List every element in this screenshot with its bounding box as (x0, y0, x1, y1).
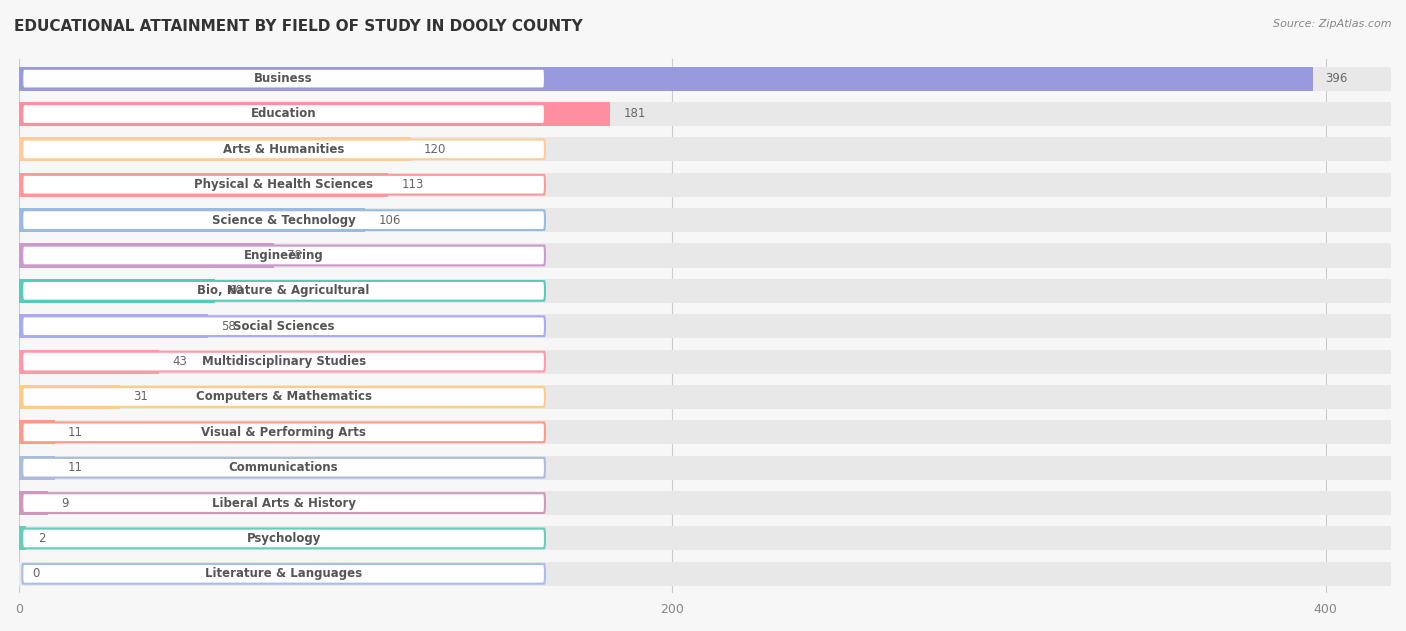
Bar (20, 314, 208, 338)
FancyBboxPatch shape (22, 69, 546, 88)
Bar (20, 102, 1391, 126)
Bar (20, 244, 274, 268)
Bar (20, 138, 411, 162)
Text: EDUCATIONAL ATTAINMENT BY FIELD OF STUDY IN DOOLY COUNTY: EDUCATIONAL ATTAINMENT BY FIELD OF STUDY… (14, 19, 583, 34)
Text: 113: 113 (401, 178, 423, 191)
Bar (20, 314, 1391, 338)
FancyBboxPatch shape (22, 139, 546, 159)
Text: 9: 9 (62, 497, 69, 510)
Bar (20, 67, 1313, 91)
Text: Psychology: Psychology (246, 532, 321, 545)
FancyBboxPatch shape (22, 351, 546, 372)
Text: Computers & Mathematics: Computers & Mathematics (195, 391, 371, 403)
FancyBboxPatch shape (22, 387, 546, 407)
Text: Business: Business (254, 72, 314, 85)
FancyBboxPatch shape (22, 423, 546, 442)
Text: Science & Technology: Science & Technology (212, 214, 356, 227)
Bar (20, 102, 610, 126)
FancyBboxPatch shape (22, 104, 546, 124)
Text: 31: 31 (134, 391, 148, 403)
Text: 43: 43 (173, 355, 187, 368)
Bar (20, 279, 215, 303)
Bar (20, 385, 121, 409)
FancyBboxPatch shape (22, 564, 546, 584)
Text: Literature & Languages: Literature & Languages (205, 567, 363, 581)
FancyBboxPatch shape (22, 210, 546, 230)
Text: 0: 0 (32, 567, 39, 581)
Bar (20, 67, 1391, 91)
Bar (20, 208, 366, 232)
Bar (20, 138, 1391, 162)
Text: Arts & Humanities: Arts & Humanities (224, 143, 344, 156)
Text: 2: 2 (38, 532, 46, 545)
Text: Visual & Performing Arts: Visual & Performing Arts (201, 426, 366, 439)
Bar (20, 562, 1391, 586)
Bar (20, 208, 1391, 232)
Text: 181: 181 (623, 107, 645, 121)
FancyBboxPatch shape (22, 245, 546, 266)
FancyBboxPatch shape (22, 529, 546, 548)
Text: 11: 11 (67, 426, 83, 439)
Bar (20, 491, 48, 515)
Bar (20, 173, 1391, 197)
Text: Multidisciplinary Studies: Multidisciplinary Studies (201, 355, 366, 368)
Text: Bio, Nature & Agricultural: Bio, Nature & Agricultural (197, 285, 370, 297)
Text: Liberal Arts & History: Liberal Arts & History (211, 497, 356, 510)
Text: 11: 11 (67, 461, 83, 475)
Bar (20, 244, 1391, 268)
FancyBboxPatch shape (22, 458, 546, 478)
Bar (20, 526, 25, 550)
Bar (20, 526, 1391, 550)
Bar (20, 385, 1391, 409)
FancyBboxPatch shape (22, 175, 546, 194)
Bar (20, 279, 1391, 303)
Text: Education: Education (250, 107, 316, 121)
Bar (20, 420, 55, 444)
FancyBboxPatch shape (22, 316, 546, 336)
Text: Social Sciences: Social Sciences (233, 320, 335, 333)
Text: 120: 120 (425, 143, 447, 156)
Text: 396: 396 (1326, 72, 1348, 85)
Bar (20, 350, 159, 374)
Text: Communications: Communications (229, 461, 339, 475)
Text: 106: 106 (378, 214, 401, 227)
Bar (20, 456, 1391, 480)
Text: Physical & Health Sciences: Physical & Health Sciences (194, 178, 373, 191)
Bar (20, 456, 55, 480)
FancyBboxPatch shape (22, 281, 546, 301)
Text: Engineering: Engineering (243, 249, 323, 262)
Text: 78: 78 (287, 249, 302, 262)
Text: 58: 58 (222, 320, 236, 333)
Bar (20, 350, 1391, 374)
Text: 60: 60 (228, 285, 243, 297)
Text: Source: ZipAtlas.com: Source: ZipAtlas.com (1274, 19, 1392, 29)
Bar (20, 491, 1391, 515)
Bar (20, 173, 388, 197)
Bar (20, 420, 1391, 444)
FancyBboxPatch shape (22, 493, 546, 513)
